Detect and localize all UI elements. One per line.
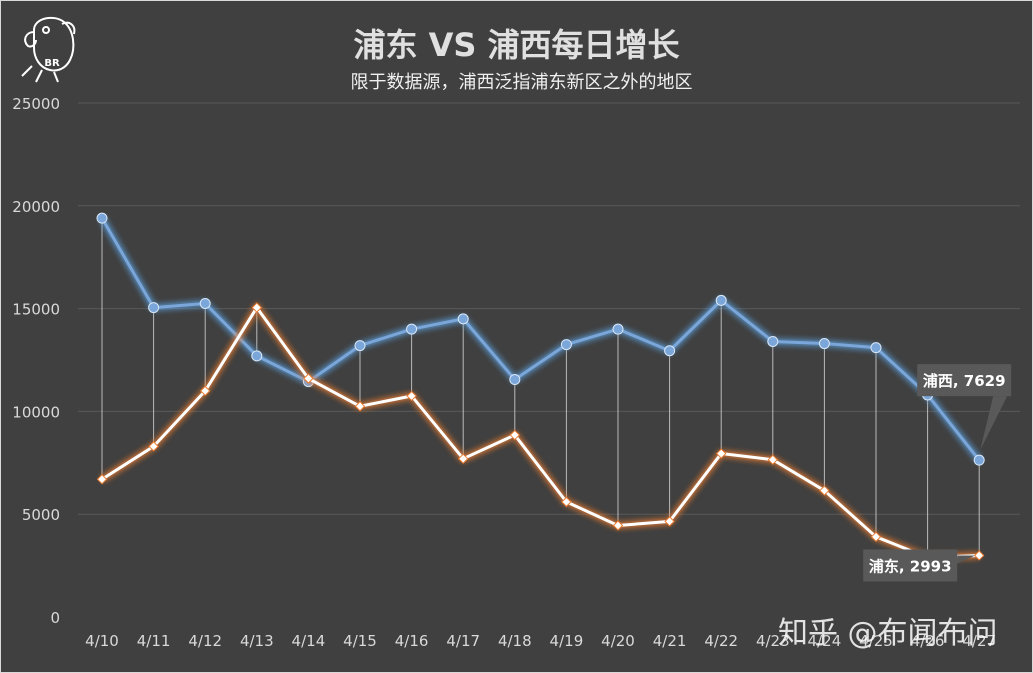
x-tick-label: 4/23 (756, 632, 790, 650)
pudong-point (457, 313, 469, 325)
puxi-point (612, 520, 624, 531)
pudong-point (560, 339, 572, 351)
parrot-logo-icon: BR (14, 10, 84, 89)
pudong-line (100, 217, 981, 462)
puxi-point (561, 496, 572, 508)
series-lines (96, 212, 985, 563)
puxi-point (406, 390, 417, 402)
chart-title: 浦东 VS 浦西每日增长 (353, 26, 680, 64)
pudong-point (406, 323, 418, 335)
drop-lines (101, 218, 980, 558)
x-tick-label: 4/15 (343, 632, 377, 650)
puxi-line (101, 306, 980, 559)
y-tick-label: 20000 (12, 198, 60, 216)
puxi-point (303, 373, 314, 384)
data-label: 浦西, 7629 (923, 372, 1006, 390)
watermark: 知乎 @布闻布问 (778, 616, 998, 651)
chart-subtitle: 限于数据源，浦西泛指浦东新区之外的地区 (350, 72, 693, 93)
x-tick-label: 4/27 (962, 632, 996, 650)
x-tick-label: 4/26 (911, 632, 945, 650)
puxi-point (251, 302, 263, 313)
x-tick-label: 4/13 (240, 632, 274, 650)
callout-pointer (957, 555, 976, 564)
pudong-point (251, 350, 263, 362)
callout-pointer (980, 396, 1008, 451)
x-tick-label: 4/19 (550, 632, 584, 650)
puxi-point (819, 485, 830, 496)
pudong-point (973, 454, 985, 466)
x-axis-ticks: 4/10 4/11 4/12 4/13 4/14 4/15 4/16 4/17 4/18 4/19… (85, 632, 996, 650)
y-tick-label: 5000 (22, 506, 60, 524)
pudong-point (148, 302, 160, 314)
puxi-point (148, 441, 159, 452)
y-tick-label: 25000 (12, 95, 60, 113)
puxi-point (96, 474, 108, 485)
x-tick-label: 4/11 (137, 632, 171, 650)
x-tick-label: 4/16 (395, 632, 429, 650)
data-labels: 浦西, 7629 浦东, 2993 (863, 364, 1012, 582)
callout-box (863, 549, 958, 582)
y-tick-label: 0 (50, 609, 60, 627)
puxi-point (199, 385, 211, 397)
x-tick-label: 4/14 (292, 632, 326, 650)
pudong-point (767, 335, 779, 347)
x-tick-label: 4/24 (808, 632, 842, 650)
pudong-point (715, 294, 727, 306)
puxi-point (664, 516, 675, 527)
gridlines (78, 102, 1020, 515)
pudong-point (664, 345, 676, 357)
puxi-point (509, 429, 521, 441)
logo-text: BR (44, 58, 60, 69)
pudong-point (612, 323, 624, 335)
pudong-point (199, 297, 211, 309)
x-tick-label: 4/21 (653, 632, 687, 650)
puxi-point (870, 531, 882, 543)
y-tick-label: 10000 (12, 403, 60, 421)
puxi-point (973, 550, 985, 561)
x-tick-label: 4/17 (446, 632, 480, 650)
callout-box (917, 364, 1012, 397)
pudong-point (870, 342, 882, 354)
x-tick-label: 4/18 (498, 632, 532, 650)
data-label: 浦东, 2993 (869, 557, 952, 575)
pudong-point (818, 338, 830, 350)
pudong-point (96, 212, 108, 224)
x-tick-label: 4/20 (601, 632, 635, 650)
pudong-point (354, 340, 366, 352)
pudong-point (509, 374, 521, 386)
puxi-point (767, 454, 779, 465)
x-tick-label: 4/25 (859, 632, 893, 650)
x-tick-label: 4/12 (188, 632, 222, 650)
pudong-glow (99, 216, 982, 463)
x-tick-label: 4/10 (85, 632, 119, 650)
x-tick-label: 4/22 (704, 632, 738, 650)
puxi-point (354, 401, 366, 412)
puxi-point (715, 448, 727, 459)
y-axis-ticks: 25000 20000 15000 10000 5000 0 (12, 95, 60, 627)
y-tick-label: 15000 (12, 301, 60, 319)
puxi-point (457, 453, 469, 464)
